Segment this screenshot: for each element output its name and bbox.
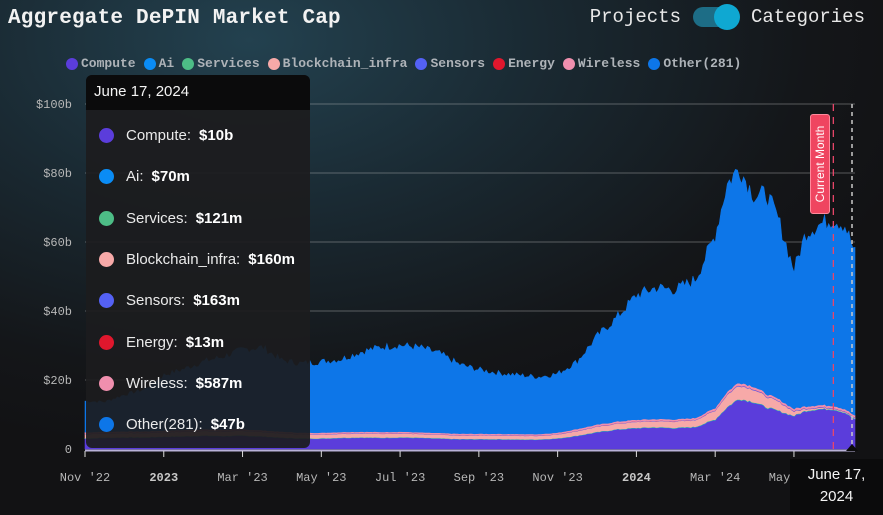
- legend-dot-icon: [66, 57, 78, 70]
- hover-date-text: June 17, 2024: [790, 464, 883, 508]
- tooltip-series-label: Sensors:: [126, 292, 186, 310]
- y-tick-label: $80b: [43, 167, 72, 181]
- hover-date-flag: June 17, 2024: [790, 459, 883, 515]
- projects-categories-toggle[interactable]: [692, 4, 740, 30]
- tooltip-series-label: Energy:: [126, 333, 178, 351]
- tooltip-series-value: $121m: [195, 209, 243, 227]
- tooltip-row: Ai: $70m: [99, 168, 190, 185]
- legend-item-blockchain-infra[interactable]: Blockchain_infra: [267, 56, 408, 71]
- series-dot-icon: [99, 417, 114, 433]
- legend-dot-icon: [562, 57, 575, 70]
- y-tick-label: $60b: [43, 236, 72, 250]
- tooltip-series-value: $10b: [199, 127, 234, 144]
- hover-date-line: 2024: [819, 488, 854, 505]
- legend-item-energy[interactable]: Energy: [493, 56, 555, 71]
- series-dot-icon: [99, 293, 114, 309]
- series-dot-icon: [99, 251, 114, 267]
- legend-dot-icon: [648, 57, 661, 70]
- x-tick-label: 2023: [149, 471, 178, 485]
- legend-item-compute[interactable]: Compute: [66, 56, 136, 71]
- tooltip-series-value: $47b: [210, 416, 245, 434]
- tooltip-row: Energy: $13m: [99, 334, 224, 351]
- legend-label: Wireless: [577, 56, 641, 71]
- legend-label: Other(281): [663, 56, 742, 71]
- series-dot-icon: [99, 210, 114, 226]
- series-dot-icon: [99, 334, 114, 350]
- tooltip-series-value: $70m: [151, 168, 190, 186]
- y-tick-label: 0: [65, 443, 72, 457]
- x-tick-label: Mar '24: [690, 471, 740, 485]
- legend-label: Blockchain_infra: [282, 56, 408, 71]
- series-dot-icon: [99, 128, 114, 143]
- tooltip-date: June 17, 2024: [86, 75, 310, 110]
- tooltip-series-label: Compute:: [126, 127, 192, 144]
- legend-label: Compute: [81, 56, 136, 71]
- toggle-label-categories[interactable]: Categories: [750, 6, 865, 28]
- x-tick-label: Nov '23: [532, 471, 582, 485]
- legend-label: Energy: [508, 56, 555, 71]
- hover-date-line: June 17,: [807, 466, 866, 483]
- tooltip-row: Sensors: $163m: [99, 292, 240, 309]
- view-toggle-group: Projects Categories: [589, 4, 865, 30]
- legend-dot-icon: [267, 57, 280, 70]
- legend-dot-icon: [143, 57, 156, 70]
- chart-legend: Compute Ai Services Blockchain_infra Sensors…: [66, 56, 741, 71]
- legend-item-wireless[interactable]: Wireless: [562, 56, 641, 71]
- y-tick-label: $100b: [36, 98, 72, 112]
- series-dot-icon: [99, 169, 114, 185]
- y-axis: 0 $20b $40b $60b $80b $100b: [36, 98, 72, 457]
- x-tick-label: Mar '23: [217, 471, 267, 485]
- x-tick-label: Sep '23: [454, 471, 504, 485]
- x-tick-label: Nov '22: [60, 471, 110, 485]
- legend-dot-icon: [493, 57, 506, 70]
- tooltip-series-value: $160m: [248, 250, 295, 268]
- series-dot-icon: [99, 375, 114, 391]
- page-title: Aggregate DePIN Market Cap: [8, 7, 341, 30]
- tooltip-row: Services: $121m: [99, 210, 242, 227]
- tooltip-series-label: Other(281):: [126, 416, 203, 434]
- current-month-label: Current Month: [813, 125, 827, 203]
- tooltip-series-value: $13m: [185, 333, 225, 351]
- x-tick-label: Jul '23: [375, 471, 425, 485]
- y-tick-label: $20b: [43, 374, 72, 388]
- tooltip-series-label: Wireless:: [126, 374, 188, 392]
- chart-markers: [832, 104, 858, 451]
- toggle-label-projects[interactable]: Projects: [589, 6, 681, 28]
- toggle-knob[interactable]: [713, 4, 740, 30]
- tooltip-series-label: Ai:: [126, 168, 144, 186]
- legend-label: Services: [197, 56, 260, 71]
- legend-item-services[interactable]: Services: [182, 56, 260, 71]
- hover-tooltip: June 17, 2024 Compute: $10b Ai: $70m Service…: [86, 75, 310, 448]
- legend-item-sensors[interactable]: Sensors: [415, 56, 485, 71]
- x-axis: Nov '22 2023 Mar '23 May '23 Jul '23 Sep '23 N…: [60, 449, 855, 485]
- tooltip-row: Compute: $10b: [99, 127, 233, 144]
- legend-item-ai[interactable]: Ai: [143, 56, 175, 71]
- tooltip-series-value: $587m: [195, 374, 243, 392]
- legend-dot-icon: [182, 57, 195, 70]
- legend-label: Sensors: [430, 56, 486, 71]
- tooltip-row: Wireless: $587m: [99, 375, 242, 392]
- y-tick-label: $40b: [43, 305, 72, 319]
- legend-dot-icon: [415, 57, 428, 70]
- tooltip-row: Other(281): $47b: [99, 416, 245, 433]
- tooltip-series-label: Blockchain_infra:: [126, 250, 241, 268]
- legend-item-other-281-[interactable]: Other(281): [648, 56, 741, 71]
- tooltip-series-value: $163m: [193, 292, 240, 310]
- tooltip-series-label: Services:: [126, 209, 188, 227]
- tooltip-row: Blockchain_infra: $160m: [99, 251, 295, 268]
- current-month-badge: Current Month: [810, 114, 830, 214]
- x-tick-label: May '23: [296, 471, 346, 485]
- legend-label: Ai: [158, 56, 175, 71]
- hover-pointer-icon: [846, 444, 858, 451]
- x-tick-label: 2024: [622, 471, 651, 485]
